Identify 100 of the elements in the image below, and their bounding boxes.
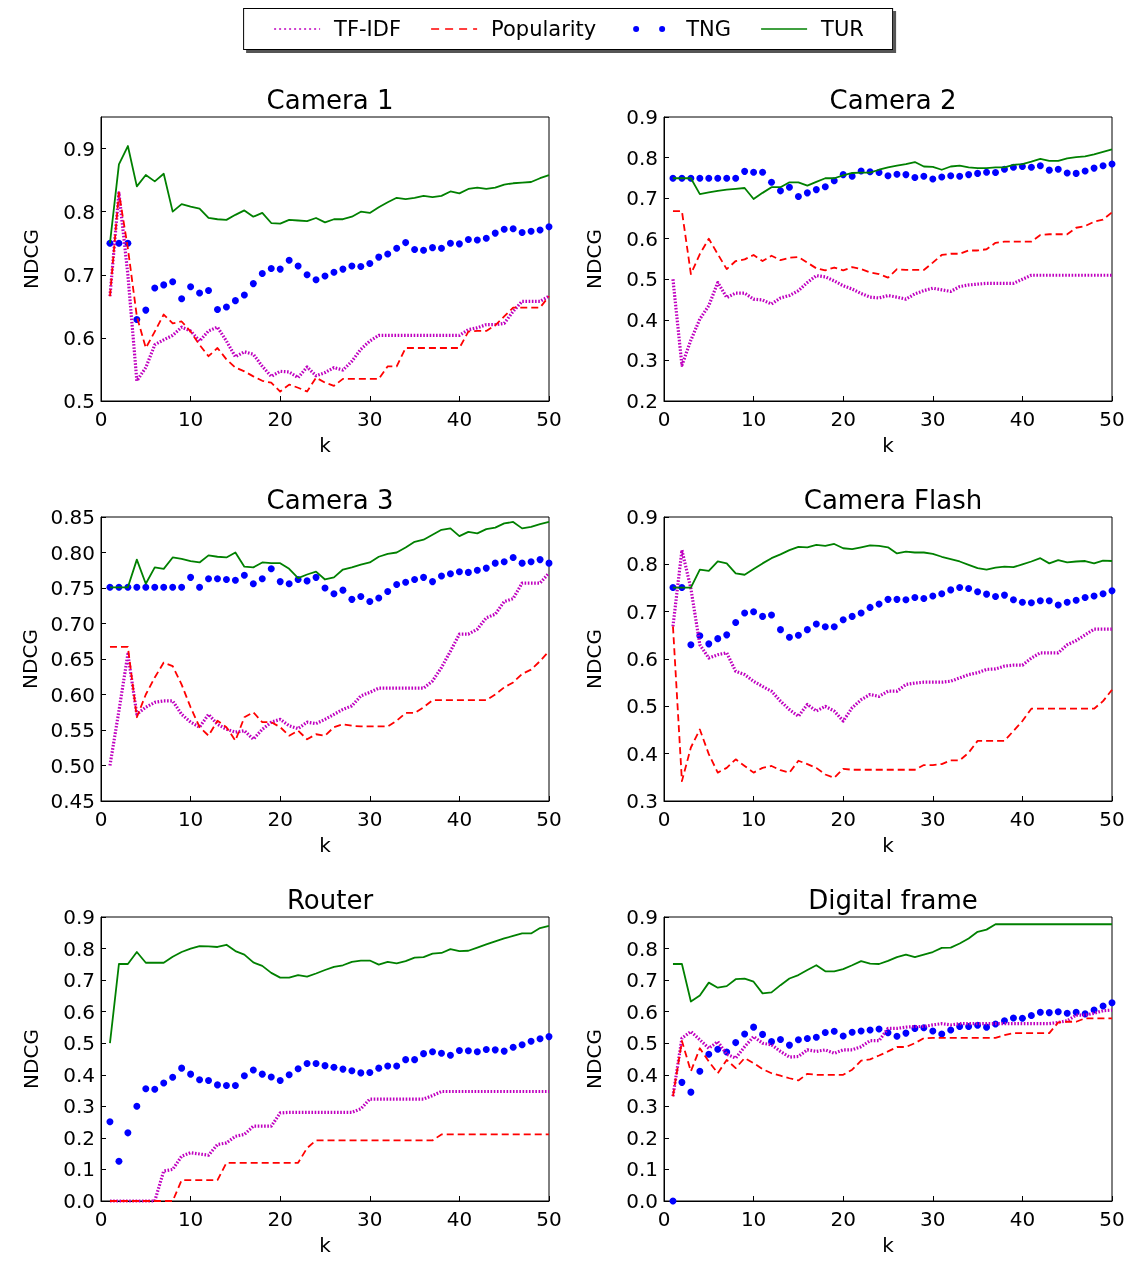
y-tick-label: 0.7 (626, 186, 658, 211)
point (285, 256, 293, 264)
point (1054, 1008, 1062, 1016)
point (848, 1028, 856, 1036)
y-tick-label: 0.9 (626, 505, 658, 529)
y-axis-title: NDCG (19, 1029, 43, 1089)
point (1072, 596, 1080, 604)
y-tick-label: 0.3 (63, 1094, 95, 1119)
x-tick-label: 30 (920, 1207, 946, 1231)
point (509, 1043, 517, 1051)
x-axis-title: k (319, 433, 332, 457)
y-tick-label: 0.0 (626, 1189, 658, 1213)
point (1099, 162, 1107, 170)
point (732, 174, 740, 182)
point (776, 626, 784, 634)
x-axis-title: k (882, 833, 895, 857)
point (1045, 1009, 1053, 1017)
point (231, 1082, 239, 1089)
point (821, 183, 829, 191)
y-tick-label: 0.50 (50, 753, 95, 778)
point (714, 635, 722, 643)
point (491, 229, 499, 237)
point (249, 280, 257, 288)
point (911, 173, 919, 181)
point (929, 1027, 937, 1035)
x-axis-title: k (882, 433, 895, 457)
point (160, 281, 168, 289)
point (482, 564, 490, 572)
point (759, 612, 767, 620)
chart-title: Camera Flash (803, 485, 983, 515)
point (249, 1066, 257, 1074)
y-tick-label: 0.4 (626, 307, 658, 332)
y-tick-label: 0.5 (626, 267, 658, 292)
point (267, 264, 275, 272)
point (714, 1045, 722, 1053)
x-tick-label: 50 (536, 807, 562, 831)
x-tick-label: 10 (177, 1207, 204, 1231)
point (803, 1034, 811, 1042)
point (776, 1035, 784, 1043)
y-tick-label: 0.6 (626, 999, 658, 1024)
point (803, 626, 811, 634)
y-tick-label: 0.8 (626, 936, 658, 961)
point (938, 173, 946, 181)
point (983, 168, 991, 176)
y-tick-label: 0.6 (626, 226, 658, 251)
point (785, 1041, 793, 1049)
x-tick-label: 0 (94, 407, 108, 431)
point (393, 1062, 401, 1070)
point (491, 1046, 499, 1054)
point (992, 169, 1000, 177)
chart-title: Digital frame (808, 885, 978, 915)
y-tick-label: 0.75 (50, 576, 95, 600)
point (947, 1026, 955, 1034)
point (527, 1037, 535, 1045)
point (160, 583, 168, 591)
point (687, 1088, 695, 1096)
chart-title: Router (286, 885, 374, 915)
point (1009, 1014, 1017, 1022)
y-axis-title: NDCG (17, 629, 42, 689)
point (258, 575, 266, 583)
y-tick-label: 0.2 (626, 1125, 658, 1150)
point (446, 239, 454, 247)
point (142, 1085, 150, 1093)
point (884, 172, 892, 180)
point (115, 1157, 123, 1165)
point (384, 250, 392, 258)
point (696, 174, 704, 182)
point (785, 183, 793, 191)
point (258, 270, 266, 278)
point (151, 1085, 159, 1093)
point (1000, 591, 1008, 599)
line-series (109, 646, 550, 742)
point (276, 1076, 284, 1084)
x-tick-label: 30 (920, 807, 946, 831)
x-axis-title: k (882, 1233, 895, 1257)
y-tick-label: 0.8 (63, 199, 95, 224)
point (455, 240, 463, 248)
point (366, 597, 374, 605)
x-tick-label: 30 (357, 807, 383, 831)
x-tick-label: 20 (267, 407, 293, 431)
x-tick-label: 50 (1099, 407, 1125, 431)
point (213, 575, 221, 583)
point (187, 1070, 195, 1078)
line-series (672, 210, 1113, 279)
y-axis-title: NDCG (582, 229, 606, 289)
x-tick-label: 40 (446, 1207, 473, 1231)
point (357, 263, 365, 271)
y-tick-label: 0.8 (63, 936, 95, 961)
point (205, 575, 213, 583)
point (938, 1030, 946, 1038)
point (169, 583, 177, 591)
y-tick-label: 0.5 (626, 1031, 658, 1056)
point (276, 265, 284, 273)
x-tick-label: 50 (1099, 807, 1125, 831)
point (812, 1033, 820, 1041)
y-tick-label: 0.6 (63, 999, 95, 1024)
point (1036, 1008, 1044, 1016)
point (375, 594, 383, 602)
point (947, 172, 955, 180)
point (420, 1050, 428, 1058)
